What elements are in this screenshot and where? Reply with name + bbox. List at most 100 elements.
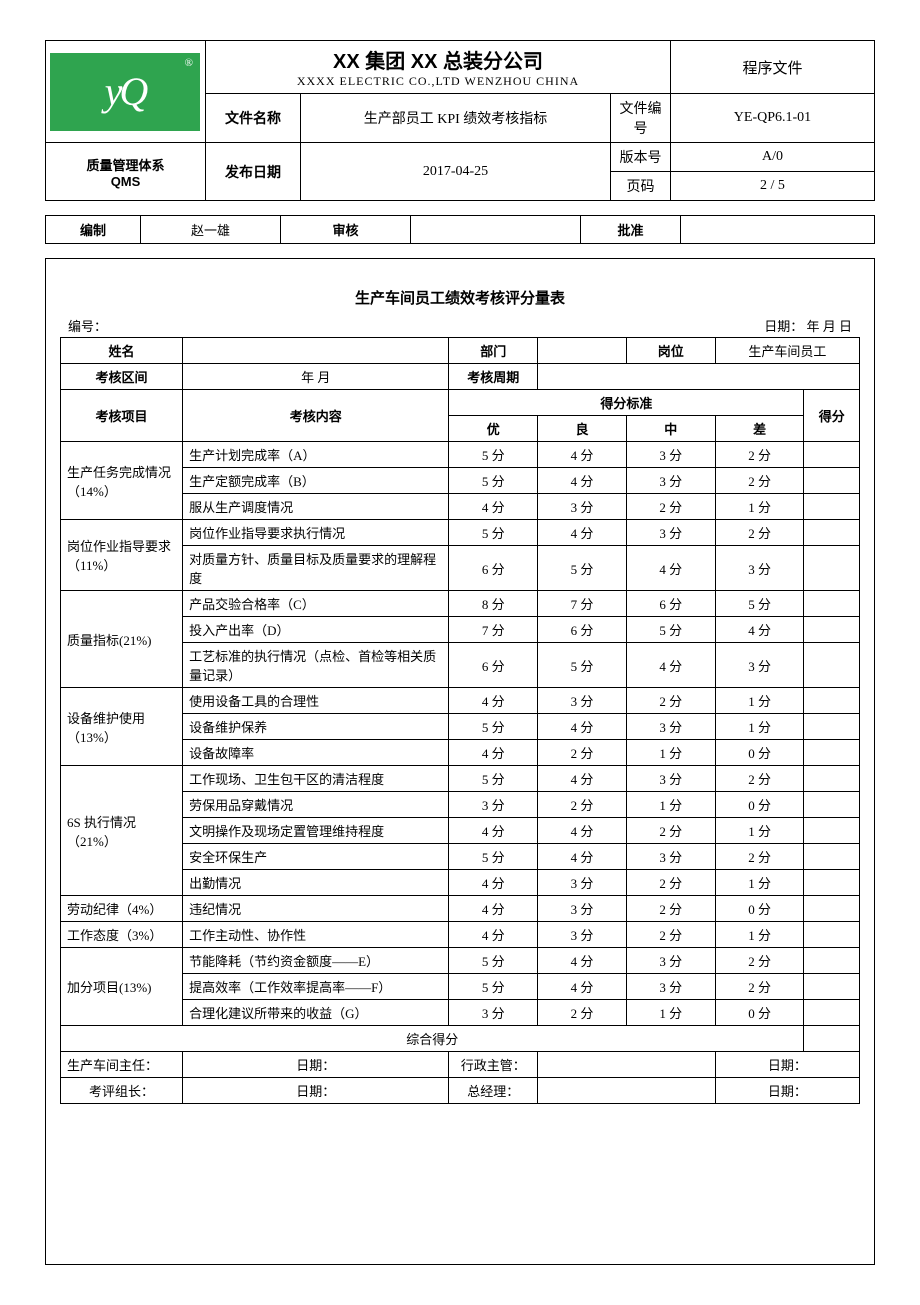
kpi-score-option: 4 分	[538, 468, 627, 494]
table-row: 加分项目(13%)节能降耗（节约资金额度——E）5 分4 分3 分2 分	[61, 948, 860, 974]
kpi-content: 提高效率（工作效率提高率——F）	[183, 974, 449, 1000]
name-value[interactable]	[183, 338, 449, 364]
company-name-cn: XX 集团 XX 总装分公司	[212, 45, 664, 74]
kpi-content: 工艺标准的执行情况（点检、首检等相关质量记录）	[183, 643, 449, 688]
kpi-group-name: 岗位作业指导要求（11%）	[61, 520, 183, 591]
kpi-score-option: 5 分	[449, 714, 538, 740]
kpi-score-cell[interactable]	[804, 468, 860, 494]
kpi-score-option: 2 分	[626, 922, 715, 948]
sign-admin: 行政主管：	[449, 1052, 538, 1078]
kpi-score-option: 2 分	[538, 1000, 627, 1026]
page-value: 2 / 5	[671, 172, 875, 201]
kpi-score-cell[interactable]	[804, 442, 860, 468]
kpi-score-cell[interactable]	[804, 1000, 860, 1026]
kpi-score-option: 2 分	[715, 520, 804, 546]
kpi-content: 设备维护保养	[183, 714, 449, 740]
kpi-score-cell[interactable]	[804, 974, 860, 1000]
kpi-score-option: 5 分	[449, 844, 538, 870]
cycle-value[interactable]	[538, 364, 860, 390]
kpi-score-cell[interactable]	[804, 948, 860, 974]
kpi-score-cell[interactable]	[804, 546, 860, 591]
kpi-score-cell[interactable]	[804, 740, 860, 766]
kpi-score-option: 5 分	[538, 643, 627, 688]
kpi-content: 使用设备工具的合理性	[183, 688, 449, 714]
kpi-score-option: 1 分	[626, 740, 715, 766]
kpi-score-option: 3 分	[715, 546, 804, 591]
kpi-score-option: 5 分	[449, 948, 538, 974]
sign-gm-blank[interactable]	[538, 1078, 716, 1104]
kpi-score-option: 1 分	[715, 818, 804, 844]
kpi-score-cell[interactable]	[804, 520, 860, 546]
kpi-score-option: 0 分	[715, 740, 804, 766]
qms-en: QMS	[52, 174, 199, 189]
kpi-score-cell[interactable]	[804, 494, 860, 520]
company-name-cell: XX 集团 XX 总装分公司 XXXX ELECTRIC CO.,LTD WEN…	[206, 41, 671, 94]
approve-label: 批准	[581, 216, 681, 244]
kpi-score-option: 3 分	[538, 688, 627, 714]
kpi-score-option: 4 分	[538, 442, 627, 468]
dept-value[interactable]	[538, 338, 627, 364]
kpi-score-cell[interactable]	[804, 818, 860, 844]
kpi-score-cell[interactable]	[804, 792, 860, 818]
kpi-score-cell[interactable]	[804, 896, 860, 922]
kpi-score-cell[interactable]	[804, 766, 860, 792]
qms-cell: 质量管理体系 QMS	[46, 143, 206, 201]
total-score[interactable]	[804, 1026, 860, 1052]
table-row: 考核项目 考核内容 得分标准 得分	[61, 390, 860, 416]
col-std: 得分标准	[449, 390, 804, 416]
kpi-score-option: 4 分	[449, 896, 538, 922]
kpi-score-option: 3 分	[449, 1000, 538, 1026]
page-label: 页码	[611, 172, 671, 201]
table-row: 6S 执行情况（21%）工作现场、卫生包干区的清洁程度5 分4 分3 分2 分	[61, 766, 860, 792]
form-no-label: 编号：	[68, 316, 107, 335]
kpi-score-cell[interactable]	[804, 591, 860, 617]
sign-date-3: 日期：	[183, 1078, 449, 1104]
table-row: 质量指标(21%)产品交验合格率（C）8 分7 分6 分5 分	[61, 591, 860, 617]
doc-type: 程序文件	[671, 41, 875, 94]
kpi-score-option: 2 分	[715, 766, 804, 792]
kpi-content: 生产计划完成率（A）	[183, 442, 449, 468]
kpi-score-option: 5 分	[449, 442, 538, 468]
kpi-score-option: 4 分	[449, 688, 538, 714]
kpi-score-option: 4 分	[538, 520, 627, 546]
kpi-group-name: 生产任务完成情况（14%）	[61, 442, 183, 520]
version-label: 版本号	[611, 143, 671, 172]
kpi-score-cell[interactable]	[804, 922, 860, 948]
review-label: 审核	[281, 216, 411, 244]
kpi-group-name: 设备维护使用（13%）	[61, 688, 183, 766]
kpi-score-cell[interactable]	[804, 844, 860, 870]
kpi-score-cell[interactable]	[804, 870, 860, 896]
form-meta-line: 编号： 日期： 年 月 日	[68, 316, 852, 335]
range-label: 考核区间	[61, 364, 183, 390]
table-row: 考核区间 年 月 考核周期	[61, 364, 860, 390]
table-row: 劳动纪律（4%）违纪情况4 分3 分2 分0 分	[61, 896, 860, 922]
kpi-score-option: 7 分	[538, 591, 627, 617]
version-value: A/0	[671, 143, 875, 172]
kpi-score-option: 4 分	[538, 766, 627, 792]
kpi-content: 对质量方针、质量目标及质量要求的理解程度	[183, 546, 449, 591]
kpi-score-cell[interactable]	[804, 643, 860, 688]
kpi-score-option: 2 分	[626, 870, 715, 896]
kpi-score-cell[interactable]	[804, 714, 860, 740]
kpi-score-option: 4 分	[538, 974, 627, 1000]
kpi-score-option: 8 分	[449, 591, 538, 617]
kpi-score-option: 1 分	[626, 1000, 715, 1026]
kpi-score-option: 4 分	[538, 948, 627, 974]
kpi-score-option: 6 分	[538, 617, 627, 643]
kpi-content: 工作主动性、协作性	[183, 922, 449, 948]
kpi-score-option: 4 分	[538, 818, 627, 844]
kpi-score-option: 2 分	[626, 688, 715, 714]
cycle-label: 考核周期	[449, 364, 538, 390]
kpi-score-option: 3 分	[715, 643, 804, 688]
kpi-score-option: 5 分	[538, 546, 627, 591]
make-value: 赵一雄	[141, 216, 281, 244]
kpi-score-option: 1 分	[626, 792, 715, 818]
kpi-score-cell[interactable]	[804, 617, 860, 643]
kpi-score-option: 5 分	[449, 974, 538, 1000]
sign-admin-blank[interactable]	[538, 1052, 716, 1078]
make-label: 编制	[46, 216, 141, 244]
kpi-score-cell[interactable]	[804, 688, 860, 714]
kpi-score-option: 2 分	[715, 948, 804, 974]
range-value[interactable]: 年 月	[183, 364, 449, 390]
kpi-content: 节能降耗（节约资金额度——E）	[183, 948, 449, 974]
